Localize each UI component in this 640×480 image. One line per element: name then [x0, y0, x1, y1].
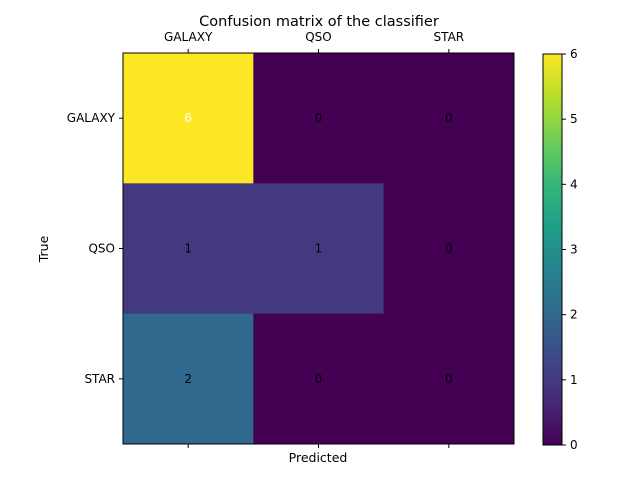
- heatmap-cell-galaxy-qso: [253, 53, 385, 184]
- colorbar-tick-label: 0: [570, 438, 578, 452]
- cell-value-label: 1: [315, 242, 323, 256]
- cell-value-label: 0: [445, 111, 453, 125]
- colorbar-ticks: 0 1 2 3 4 5 6: [562, 47, 578, 452]
- colorbar-tick-label: 1: [570, 373, 578, 387]
- cell-value-label: 6: [184, 111, 192, 125]
- colorbar-tick-label: 3: [570, 243, 578, 257]
- heatmap-cell-qso-galaxy: [123, 183, 254, 315]
- x-tick-label: GALAXY: [164, 30, 213, 44]
- cell-value-label: 0: [445, 372, 453, 386]
- cell-value-label: 0: [315, 372, 323, 386]
- heatmap-cell-labels: 6 0 0 1 1 0 2 0 0: [184, 111, 452, 386]
- heatmap-cells: [123, 53, 515, 445]
- colorbar: [542, 53, 563, 446]
- cell-value-label: 2: [184, 372, 192, 386]
- chart-title: Confusion matrix of the classifier: [199, 14, 439, 30]
- heatmap-cell-star-galaxy: [123, 313, 254, 445]
- y-axis-label: True: [36, 235, 51, 263]
- y-tick-label: STAR: [84, 372, 115, 386]
- heatmap-cell-qso-qso: [253, 183, 385, 315]
- x-axis-label: Predicted: [289, 450, 348, 465]
- heatmap-cell-star-star: [383, 313, 515, 445]
- heatmap-cell-qso-star: [383, 183, 515, 315]
- x-tick-label: QSO: [305, 30, 332, 44]
- heatmap-cell-galaxy-galaxy: [123, 53, 254, 184]
- colorbar-tick-label: 5: [570, 112, 578, 126]
- y-tick-label: QSO: [88, 242, 115, 256]
- heatmap-cell-star-qso: [253, 313, 385, 445]
- colorbar-tick-label: 4: [570, 177, 578, 191]
- y-tick-label: GALAXY: [67, 111, 116, 125]
- x-tick-label: STAR: [434, 30, 465, 44]
- cell-value-label: 1: [184, 242, 192, 256]
- colorbar-tick-label: 6: [570, 47, 578, 61]
- cell-value-label: 0: [315, 111, 323, 125]
- cell-value-label: 0: [445, 242, 453, 256]
- x-axis-ticks: GALAXY QSO STAR: [164, 30, 464, 448]
- y-axis-ticks: GALAXY QSO STAR: [67, 111, 123, 386]
- colorbar-tick-label: 2: [570, 308, 578, 322]
- heatmap-cell-galaxy-star: [383, 53, 515, 184]
